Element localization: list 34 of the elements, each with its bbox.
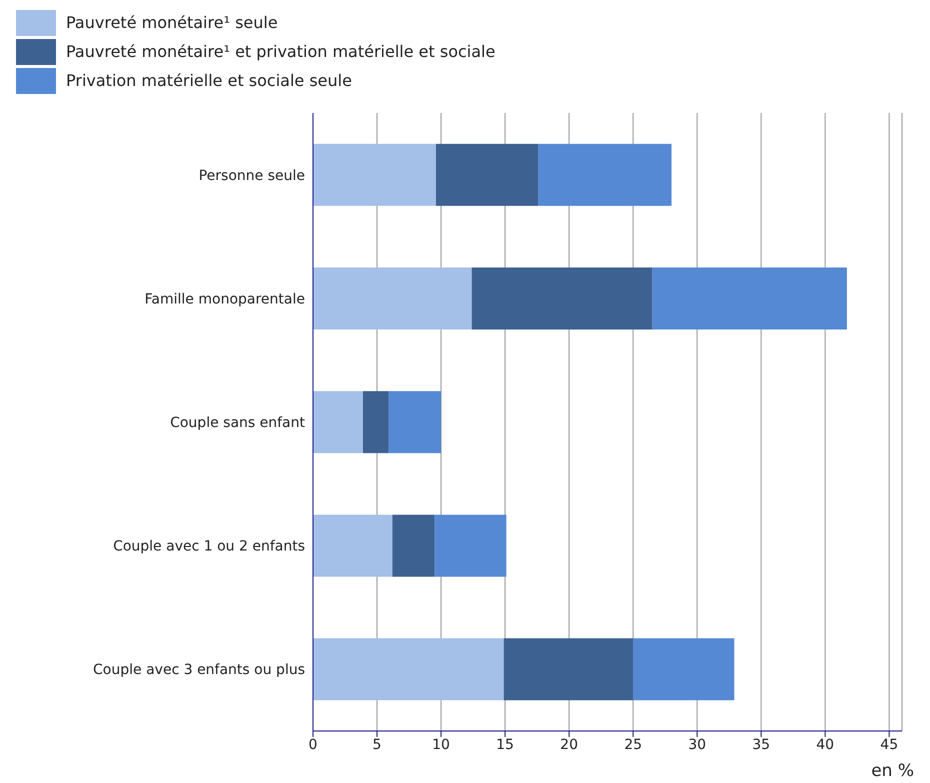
x-tick-label: 15 xyxy=(496,736,514,753)
bar xyxy=(472,268,652,330)
x-tick-label: 45 xyxy=(880,736,898,753)
bar xyxy=(504,638,634,700)
legend-label: Pauvreté monétaire¹ seule xyxy=(66,13,278,32)
y-tick-label: Personne seule xyxy=(198,168,305,184)
bar xyxy=(313,391,363,454)
bar xyxy=(388,391,442,454)
x-tick-label: 5 xyxy=(372,736,382,753)
bar xyxy=(313,268,472,330)
x-tick-label: 20 xyxy=(560,736,578,753)
y-tick-label: Couple avec 3 enfants ou plus xyxy=(93,662,305,678)
legend-label: Privation matérielle et sociale seule xyxy=(66,71,352,90)
x-tick-label: 35 xyxy=(752,736,770,753)
x-tick-label: 30 xyxy=(688,736,706,753)
bar xyxy=(313,144,436,206)
bar xyxy=(362,391,389,454)
bar xyxy=(313,638,504,700)
y-tick-label: Couple avec 1 ou 2 enfants xyxy=(113,538,305,555)
bar xyxy=(633,638,734,700)
x-tick-label: 25 xyxy=(624,736,642,753)
x-tick-label: 10 xyxy=(432,736,450,753)
bar xyxy=(313,514,392,577)
y-tick-label: Couple sans enfant xyxy=(170,414,306,431)
y-tick-label: Famille monoparentale xyxy=(144,291,305,308)
x-tick-label: 40 xyxy=(816,736,834,753)
bar xyxy=(392,514,435,577)
bar xyxy=(652,268,847,330)
bar xyxy=(538,144,672,206)
x-axis-title: en % xyxy=(870,761,915,781)
x-tick-label: 0 xyxy=(308,736,318,753)
legend-label: Pauvreté monétaire¹ et privation matérielle et sociale xyxy=(66,42,496,61)
bar xyxy=(434,514,506,577)
bar xyxy=(436,144,538,206)
